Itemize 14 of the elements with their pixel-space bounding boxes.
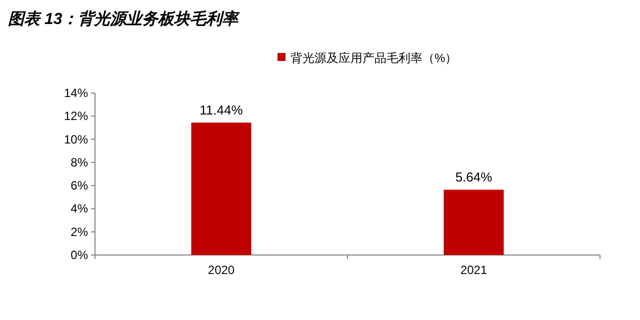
y-tick-label: 6%	[70, 178, 88, 193]
data-label: 5.64%	[455, 170, 493, 185]
y-tick-label: 12%	[64, 109, 88, 124]
y-tick-label: 10%	[64, 132, 88, 146]
y-tick-label: 14%	[64, 86, 88, 100]
x-tick-label: 2021	[460, 263, 488, 277]
y-tick-label: 8%	[70, 155, 88, 170]
chart-title: 图表 13：背光源业务板块毛利率	[8, 9, 240, 28]
data-label: 11.44%	[200, 102, 244, 118]
y-tick-label: 4%	[70, 202, 88, 216]
y-tick-label: 2%	[70, 224, 88, 239]
x-tick-label: 2020	[208, 263, 235, 277]
legend-label: 背光源及应用产品毛利率（%）	[290, 51, 458, 65]
y-tick-label: 0%	[70, 248, 88, 262]
